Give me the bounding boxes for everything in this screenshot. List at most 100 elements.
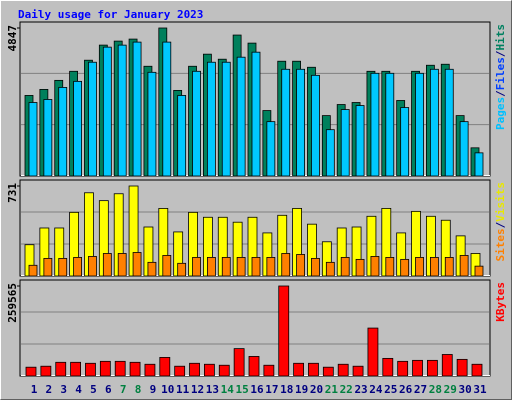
y-tick-label: 731 [6, 183, 19, 203]
x-tick-label: 14 [221, 383, 235, 396]
bar [236, 56, 246, 177]
bar [221, 61, 231, 177]
bar [281, 68, 291, 177]
bar [441, 354, 453, 377]
bar [43, 257, 53, 277]
x-tick-label: 29 [444, 383, 457, 396]
x-tick-label: 21 [325, 383, 339, 396]
bar [397, 360, 409, 377]
bar [415, 72, 424, 177]
bar [132, 252, 142, 277]
bar [88, 61, 97, 177]
bar [117, 253, 127, 277]
x-tick-label: 4 [75, 383, 82, 396]
bar [311, 74, 320, 177]
bar [385, 257, 395, 277]
bar [147, 71, 157, 177]
bar [415, 257, 424, 277]
bar [162, 255, 172, 277]
legend-item: Pages [494, 97, 507, 130]
bar [99, 360, 111, 377]
bar [40, 365, 52, 377]
bar [340, 257, 350, 277]
y-tick-label: 4847 [6, 25, 19, 52]
bar [474, 152, 484, 177]
bar [233, 348, 245, 377]
bar [114, 360, 126, 377]
bar [426, 359, 438, 377]
x-tick-label: 2 [46, 383, 53, 396]
x-tick-label: 13 [206, 383, 219, 396]
y-tick-label: 259565 [6, 283, 19, 323]
legend-item: Sites [494, 228, 507, 261]
bar [28, 264, 38, 277]
bar [73, 80, 82, 177]
chart-title: Daily usage for January 2023 [18, 8, 203, 21]
bar [444, 257, 454, 277]
legend-item: Files [494, 57, 507, 90]
bar [293, 362, 305, 377]
x-tick-label: 30 [459, 383, 472, 396]
bar [58, 257, 68, 277]
bar [73, 257, 82, 277]
legend-item: / [494, 50, 507, 57]
bar [296, 254, 306, 277]
x-tick-label: 1 [31, 383, 38, 396]
bar [162, 41, 172, 177]
bar [218, 364, 230, 377]
bar [266, 257, 276, 277]
x-tick-label: 3 [60, 383, 67, 396]
bar [266, 121, 276, 177]
bar [144, 363, 156, 377]
x-tick-label: 17 [265, 383, 278, 396]
bar [206, 61, 216, 177]
bar [58, 87, 68, 177]
x-tick-label: 5 [90, 383, 97, 396]
x-tick-label: 7 [120, 383, 127, 396]
bar [382, 357, 394, 377]
bar [147, 261, 157, 277]
bar [412, 359, 423, 377]
bar [236, 257, 246, 277]
legend-item: / [494, 90, 507, 97]
legend-item: Hits [494, 24, 507, 51]
bar [25, 366, 37, 377]
x-tick-label: 9 [150, 383, 157, 396]
x-tick-label: 26 [399, 383, 413, 396]
bar [43, 99, 53, 177]
bar [102, 253, 112, 277]
bar [192, 70, 201, 177]
bar [132, 41, 142, 177]
legend: Sites/Visits [494, 182, 507, 262]
bar [88, 256, 97, 277]
x-tick-label: 23 [354, 383, 367, 396]
bar [296, 68, 306, 177]
bar [370, 256, 380, 277]
bar [474, 265, 484, 277]
bar [159, 357, 171, 377]
legend-item: Visits [494, 182, 507, 222]
legend: Pages/Files/Hits [494, 24, 507, 130]
bar [189, 362, 200, 377]
bar [459, 255, 469, 277]
bar [28, 102, 38, 177]
x-tick-label: 28 [429, 383, 442, 396]
bar [459, 121, 469, 177]
bar [102, 46, 112, 177]
x-tick-label: 20 [310, 383, 323, 396]
bar [192, 257, 201, 277]
bar [70, 361, 81, 377]
bar [263, 364, 275, 377]
bar [251, 51, 261, 177]
x-tick-label: 16 [250, 383, 264, 396]
x-tick-label: 27 [414, 383, 427, 396]
bar [370, 72, 380, 177]
bar [281, 253, 291, 277]
bar [325, 129, 335, 177]
bar [206, 257, 216, 277]
bar [322, 366, 334, 377]
bar [400, 258, 410, 277]
x-tick-label: 31 [473, 383, 487, 396]
bar [444, 68, 454, 177]
